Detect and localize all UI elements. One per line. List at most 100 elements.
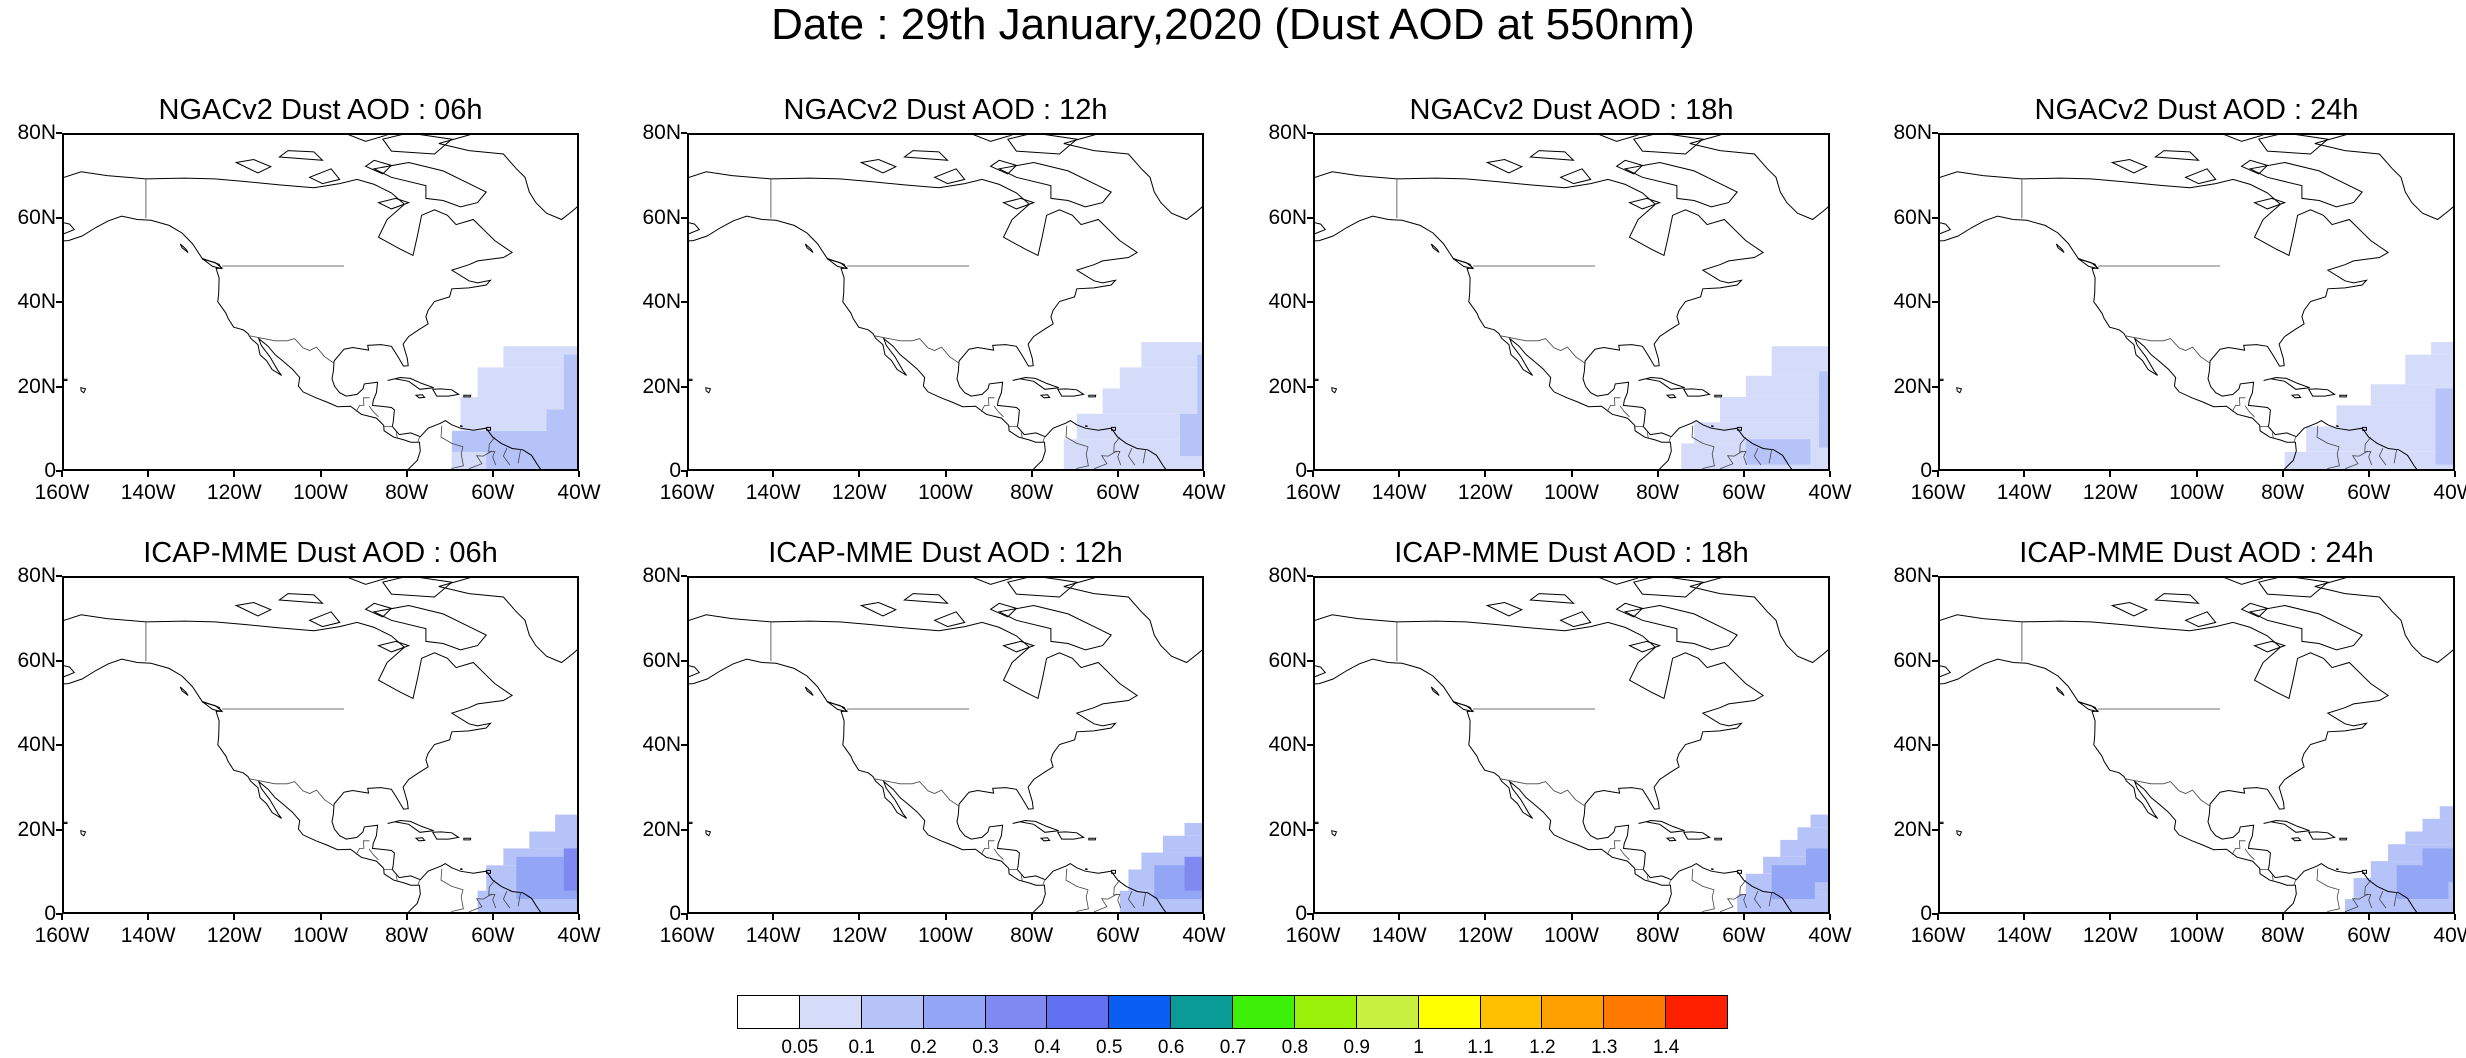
country-border: [993, 848, 1004, 861]
lat-tick-label: 20N: [1268, 817, 1307, 841]
island-outline: [2307, 388, 2336, 397]
lon-tick-label: 140W: [120, 481, 176, 504]
country-border: [1691, 425, 1715, 469]
country-border: [502, 890, 511, 909]
lat-tick-label: 40N: [17, 290, 56, 313]
country-border: [1127, 447, 1136, 466]
colorbar-label: 1.4: [1652, 1037, 1680, 1058]
island-outline: [308, 168, 341, 185]
dust-aod-cell: [1745, 439, 1811, 465]
lon-tick-label: 40W: [1808, 481, 1852, 504]
lon-tick-mark: [1484, 471, 1487, 477]
lon-tick-mark: [1398, 471, 1401, 477]
lon-tick-label: 60W: [2347, 924, 2391, 947]
colorbar-label: 0.2: [910, 1037, 937, 1058]
island-outline: [80, 387, 87, 394]
island-outline: [1559, 168, 1592, 185]
country-border: [1606, 840, 1621, 855]
colorbar-segment: [1232, 995, 1295, 1029]
dust-aod-cell: [1819, 371, 1828, 448]
island-outline: [1452, 257, 1474, 270]
island-outline: [2184, 168, 2217, 185]
lat-tick-mark: [56, 828, 62, 831]
island-outline: [364, 159, 393, 175]
lon-tick-label: 160W: [659, 481, 715, 504]
island-outline: [1714, 837, 1723, 841]
lon-tick-mark: [1570, 914, 1573, 920]
country-border: [368, 405, 379, 418]
lon-tick-mark: [1484, 914, 1487, 920]
island-outline: [1056, 388, 1085, 397]
island-outline: [1331, 830, 1338, 837]
island-outline: [387, 376, 434, 390]
island-outline: [989, 602, 1018, 618]
dust-aod-cell: [1694, 422, 1828, 444]
lat-tick-label: 0: [44, 459, 56, 482]
lon-tick-label: 40W: [2433, 924, 2466, 947]
island-outline: [1714, 394, 1723, 398]
colorbar-segment: [1417, 995, 1481, 1029]
lat-tick-mark: [681, 385, 687, 388]
lat-tick-label: 0: [669, 902, 681, 925]
lon-tick-mark: [1937, 471, 1939, 477]
country-border: [1635, 426, 1645, 428]
lat-tick-mark: [1307, 301, 1313, 303]
island-outline: [431, 831, 460, 840]
country-border: [1646, 432, 1649, 439]
lon-tick-label: 140W: [120, 924, 176, 947]
lon-tick-label: 80W: [2261, 924, 2305, 947]
island-outline: [2055, 243, 2065, 253]
island-outline: [381, 578, 453, 598]
lon-tick-mark: [1312, 471, 1314, 477]
greenland-coastline: [438, 135, 577, 221]
island-outline: [2290, 837, 2302, 842]
lat-tick-label: 60N: [17, 205, 56, 229]
map-panel: [687, 576, 1204, 914]
country-border: [1753, 447, 1762, 466]
island-outline: [201, 700, 223, 713]
lat-tick-label: 80N: [1893, 564, 1932, 587]
lon-tick-mark: [1656, 471, 1659, 477]
lon-tick-label: 100W: [1544, 924, 1599, 947]
country-border: [1042, 436, 1046, 443]
lon-tick-label: 100W: [2169, 924, 2224, 947]
island-outline: [2154, 593, 2200, 604]
lon-tick-mark: [578, 914, 580, 920]
country-border: [2316, 868, 2340, 912]
lon-tick-mark: [1030, 914, 1033, 920]
lon-tick-mark: [1570, 471, 1573, 477]
lon-tick-label: 120W: [2082, 481, 2138, 504]
lat-tick-mark: [1932, 659, 1938, 662]
dust-aod-cell: [2422, 848, 2453, 883]
panel-title: NGACv2 Dust AOD : 06h: [158, 94, 483, 126]
lat-tick-mark: [56, 744, 62, 746]
map-svg: [1940, 578, 2453, 912]
colorbar-label: 1.1: [1467, 1037, 1494, 1058]
lon-tick-label: 140W: [1371, 481, 1427, 504]
colorbar-segment: [1108, 995, 1172, 1029]
lon-tick-mark: [1829, 914, 1831, 920]
country-border: [1499, 778, 1586, 807]
country-border: [384, 869, 394, 871]
colorbar-label: 1.2: [1529, 1037, 1556, 1058]
map-svg: [689, 135, 1202, 469]
lat-tick-label: 80N: [1268, 121, 1307, 144]
island-outline: [973, 578, 1013, 585]
lon-tick-label: 140W: [1371, 924, 1427, 947]
coastline: [689, 171, 1167, 469]
lon-tick-label: 160W: [659, 924, 715, 947]
greenland-coastline: [2314, 578, 2453, 664]
island-outline: [1002, 640, 1036, 653]
island-outline: [348, 578, 388, 585]
dust-aod-cell: [503, 346, 577, 368]
dust-aod-cell: [477, 367, 577, 397]
panel-title: ICAP-MME Dust AOD : 24h: [2019, 537, 2374, 569]
lat-tick-mark: [1307, 132, 1313, 134]
country-border: [440, 425, 464, 469]
dust-aod-cell: [1102, 388, 1202, 414]
country-border: [2393, 892, 2398, 907]
island-outline: [1615, 602, 1644, 618]
island-outline: [1940, 821, 1944, 824]
island-outline: [2257, 578, 2329, 598]
island-outline: [1012, 376, 1059, 390]
